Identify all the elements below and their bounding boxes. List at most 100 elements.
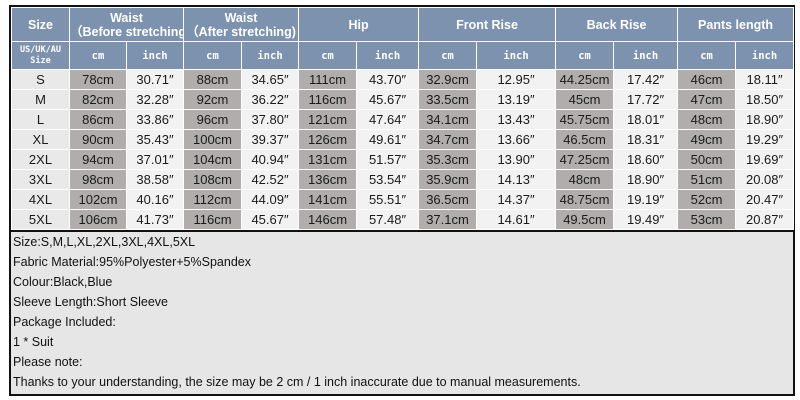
inch-cell: 34.65″ [240,69,300,90]
table-row: 5XL 106cm 41.73″ 116cm 45.67″ 146cm 57.48″ 37.1… [11,209,795,230]
size-cell: M [11,89,70,110]
product-notes: Size:S,M,L,XL,2XL,3XL,4XL,5XL Fabric Mate… [11,230,793,392]
front-rise-header: Front Rise [418,7,557,42]
inch-cell: 57.48″ [356,209,420,230]
inch-cell: 19.19″ [613,189,679,210]
cm-cell: 131cm [298,149,358,170]
cm-cell: 50cm [677,149,737,170]
cm-cell: 116cm [298,89,358,110]
cm-cell: 100cm [183,129,242,150]
cm-cell: 35.3cm [418,149,478,170]
inch-cell: 20.08″ [735,169,795,190]
cm-cell: 34.1cm [418,109,478,130]
waist-after-header: Waist （After stretching) [182,7,300,42]
back-rise-header: Back Rise [555,7,679,42]
cm-cell: 48cm [555,169,615,190]
note-line: Fabric Material:95%Polyester+5%Spandex [13,255,251,269]
table-row: XL 90cm 35.43″ 100cm 39.37″ 126cm 49.61″ 34.7cm… [11,129,795,150]
cm-cell: 46.5cm [555,129,615,150]
inch-unit-header: inch [476,41,557,70]
inch-unit-header: inch [613,41,679,70]
cm-cell: 92cm [183,89,242,110]
cm-cell: 86cm [69,109,127,130]
inch-cell: 51.57″ [356,149,420,170]
cm-cell: 34.7cm [418,129,478,150]
header-row: Size Waist （Before stretching) Waist （Afte… [11,7,795,42]
inch-cell: 14.13″ [476,169,557,190]
table-row: 3XL 98cm 38.58″ 108cm 42.52″ 136cm 53.54″ 35.9c… [11,169,795,190]
inch-cell: 35.43″ [126,129,184,150]
inch-cell: 20.47″ [735,189,795,210]
cm-cell: 47.25cm [555,149,615,170]
inch-cell: 32.28″ [126,89,184,110]
cm-cell: 32.9cm [418,69,478,90]
cm-cell: 48.75cm [555,189,615,210]
inch-unit-header: inch [356,41,420,70]
note-line: Colour:Black,Blue [13,275,113,289]
inch-cell: 40.16″ [126,189,184,210]
note-line: 1 * Suit [13,335,54,349]
inch-unit-header: inch [126,41,184,70]
cm-cell: 98cm [69,169,127,190]
cm-cell: 94cm [69,149,127,170]
cm-cell: 126cm [298,129,358,150]
inch-cell: 13.66″ [476,129,557,150]
inch-cell: 44.09″ [240,189,300,210]
inch-cell: 13.90″ [476,149,557,170]
cm-unit-header: cm [555,41,615,70]
cm-cell: 52cm [677,189,737,210]
size-cell: 4XL [11,189,70,210]
inch-cell: 39.37″ [240,129,300,150]
inch-cell: 18.50″ [735,89,795,110]
inch-cell: 49.61″ [356,129,420,150]
inch-cell: 18.31″ [613,129,679,150]
inch-cell: 18.60″ [613,149,679,170]
cm-cell: 121cm [298,109,358,130]
cm-cell: 90cm [69,129,127,150]
cm-cell: 45cm [555,89,615,110]
inch-cell: 33.86″ [126,109,184,130]
size-header: Size [11,7,70,42]
size-cell: S [11,69,70,90]
inch-cell: 37.01″ [126,149,184,170]
inch-cell: 55.51″ [356,189,420,210]
cm-cell: 112cm [183,189,242,210]
table-row: 2XL 94cm 37.01″ 104cm 40.94″ 131cm 51.57″ 35.3c… [11,149,795,170]
cm-unit-header: cm [298,41,358,70]
cm-cell: 49cm [677,129,737,150]
inch-cell: 13.43″ [476,109,557,130]
note-line: Package Included: [13,315,116,329]
cm-cell: 102cm [69,189,127,210]
inch-unit-header: inch [735,41,795,70]
inch-cell: 18.90″ [613,169,679,190]
note-line: Thanks to your understanding, the size m… [13,375,581,389]
inch-cell: 18.11″ [735,69,795,90]
table-row: 4XL 102cm 40.16″ 112cm 44.09″ 141cm 55.51″ 36.5… [11,189,795,210]
inch-cell: 40.94″ [240,149,300,170]
inch-cell: 19.49″ [613,209,679,230]
inch-cell: 14.37″ [476,189,557,210]
cm-cell: 141cm [298,189,358,210]
cm-cell: 88cm [183,69,242,90]
note-line: Please note: [13,355,83,369]
table-body: S 78cm 30.71″ 88cm 34.65″ 111cm 43.70″ 32.9cm 12… [11,69,795,230]
inch-cell: 38.58″ [126,169,184,190]
inch-cell: 13.19″ [476,89,557,110]
cm-unit-header: cm [69,41,127,70]
note-line: Size:S,M,L,XL,2XL,3XL,4XL,5XL [13,235,196,249]
cm-cell: 51cm [677,169,737,190]
size-cell: L [11,109,70,130]
cm-cell: 146cm [298,209,358,230]
cm-cell: 36.5cm [418,189,478,210]
cm-cell: 82cm [69,89,127,110]
size-chart: Size Waist （Before stretching) Waist （Afte… [9,5,795,396]
inch-cell: 45.67″ [356,89,420,110]
inch-cell: 18.90″ [735,109,795,130]
cm-cell: 47cm [677,89,737,110]
cm-cell: 116cm [183,209,242,230]
waist-before-header: Waist （Before stretching) [69,7,184,42]
inch-cell: 17.72″ [613,89,679,110]
cm-cell: 45.75cm [555,109,615,130]
cm-cell: 104cm [183,149,242,170]
cm-unit-header: cm [677,41,737,70]
